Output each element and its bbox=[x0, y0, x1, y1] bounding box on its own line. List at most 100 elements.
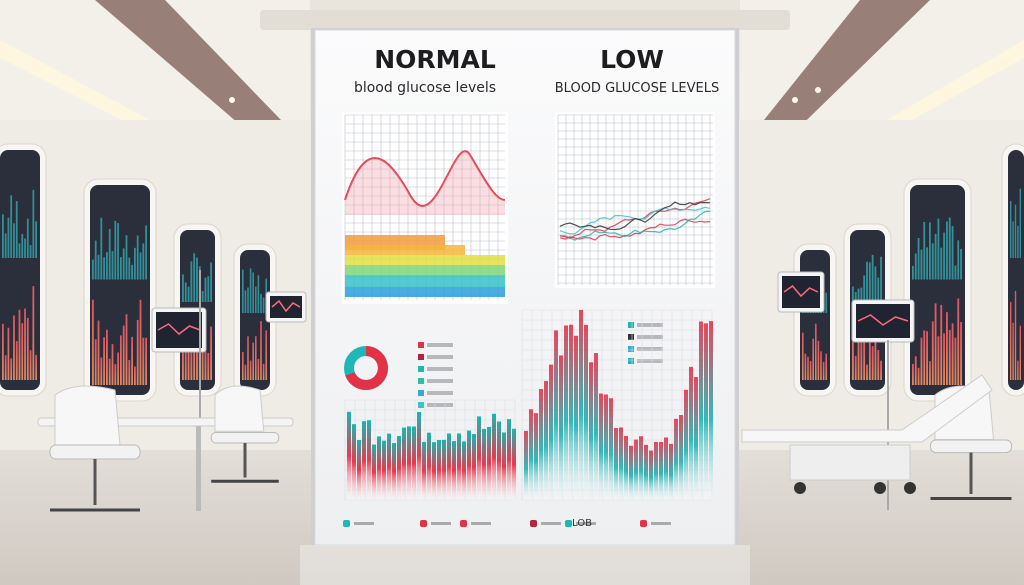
monitor-screen bbox=[782, 276, 820, 308]
bar bbox=[442, 439, 446, 500]
bar bbox=[599, 393, 603, 500]
bar bbox=[352, 424, 356, 500]
window-bar bbox=[7, 217, 10, 258]
window-bar bbox=[29, 350, 32, 380]
left-subtitle: blood glucose levels bbox=[354, 80, 496, 96]
bar bbox=[467, 430, 471, 500]
window-bar bbox=[92, 299, 94, 385]
window-bar bbox=[201, 333, 204, 380]
legend-text-bar bbox=[427, 391, 453, 395]
window-bar bbox=[914, 356, 917, 385]
window-bar bbox=[32, 189, 35, 258]
window-bar bbox=[142, 337, 145, 385]
window-bar bbox=[957, 240, 960, 280]
window-bar bbox=[210, 326, 212, 380]
window-bar bbox=[139, 299, 142, 385]
window-bar bbox=[21, 233, 24, 258]
band bbox=[345, 255, 505, 265]
window-bar bbox=[204, 277, 207, 302]
bar bbox=[347, 411, 351, 500]
window-bar bbox=[820, 351, 822, 380]
trend-line bbox=[559, 210, 711, 241]
window-bar bbox=[13, 223, 15, 258]
legend-text-bar bbox=[427, 367, 453, 371]
window-bar bbox=[249, 268, 252, 313]
window-bar bbox=[4, 233, 7, 258]
window-bar bbox=[877, 277, 880, 302]
window-bar bbox=[1017, 225, 1019, 258]
bar bbox=[649, 450, 653, 500]
window-bar bbox=[193, 253, 196, 302]
bar bbox=[574, 335, 578, 500]
legend-text: LOB bbox=[572, 518, 592, 529]
monitor-wave bbox=[157, 323, 201, 335]
monitor-screen bbox=[856, 304, 910, 338]
window-bar bbox=[18, 309, 21, 380]
bar bbox=[549, 364, 553, 500]
window-bar bbox=[804, 353, 807, 380]
panel bbox=[555, 112, 715, 288]
window-bar bbox=[1014, 204, 1017, 258]
window-bar bbox=[874, 266, 877, 302]
window-bar bbox=[184, 350, 187, 380]
window-bar bbox=[1012, 322, 1014, 380]
window-bar bbox=[125, 235, 128, 280]
trend-line bbox=[559, 201, 711, 231]
window-bar bbox=[852, 320, 854, 380]
window-bar bbox=[15, 341, 18, 380]
bar bbox=[497, 421, 501, 500]
window-bar bbox=[7, 327, 10, 380]
window-bar bbox=[255, 286, 257, 313]
window-bar bbox=[960, 322, 962, 385]
window-bar bbox=[120, 257, 122, 280]
bar bbox=[477, 416, 481, 500]
legend-key bbox=[628, 334, 634, 340]
window-bar bbox=[190, 349, 193, 380]
window-bar bbox=[257, 358, 260, 380]
bed-wheel bbox=[874, 482, 886, 494]
window-bar bbox=[145, 337, 147, 385]
legend-text-bar bbox=[637, 347, 663, 351]
window-bar bbox=[29, 244, 32, 258]
window-bar bbox=[134, 366, 136, 385]
window-bar bbox=[114, 220, 117, 280]
window-bar bbox=[863, 338, 866, 380]
donut-segment bbox=[345, 346, 388, 390]
window-bar bbox=[880, 256, 882, 302]
monitor-screen bbox=[156, 312, 202, 348]
bar bbox=[704, 323, 708, 500]
bar bbox=[654, 441, 658, 500]
window-bar bbox=[247, 287, 249, 313]
window-bar bbox=[1014, 290, 1017, 380]
window-bar bbox=[4, 355, 7, 380]
window-bar bbox=[912, 265, 914, 280]
bar bbox=[407, 426, 411, 500]
window-bar bbox=[111, 251, 114, 280]
window-bar bbox=[912, 363, 914, 385]
bar bbox=[372, 444, 376, 500]
window-bar bbox=[946, 312, 948, 385]
window-bar bbox=[207, 276, 210, 302]
bed bbox=[741, 374, 993, 443]
window-bar bbox=[117, 352, 119, 385]
window-bar bbox=[825, 353, 827, 380]
bar bbox=[589, 362, 593, 500]
bar bbox=[644, 444, 648, 500]
window-bar bbox=[190, 261, 193, 302]
bar bbox=[594, 353, 598, 500]
bar bbox=[544, 380, 548, 500]
band bbox=[345, 275, 505, 287]
window-bar bbox=[255, 336, 257, 380]
bar bbox=[382, 440, 386, 500]
bar bbox=[689, 366, 693, 500]
bar bbox=[487, 426, 491, 500]
bar bbox=[629, 445, 633, 500]
bar bbox=[432, 442, 436, 500]
window-bar bbox=[807, 356, 809, 380]
window-bar bbox=[26, 317, 29, 380]
bar bbox=[357, 439, 361, 500]
chair-back bbox=[214, 385, 265, 432]
window-bar bbox=[142, 243, 145, 280]
bar bbox=[584, 324, 588, 500]
